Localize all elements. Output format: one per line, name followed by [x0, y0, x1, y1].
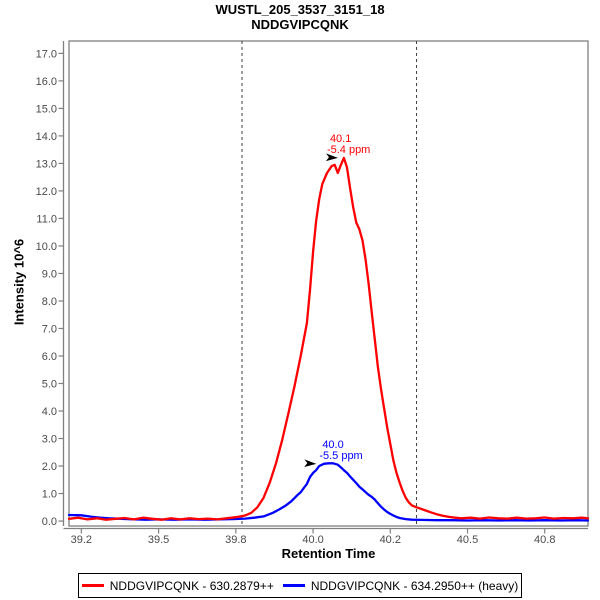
- y-tick-label: 4.0: [42, 406, 57, 418]
- y-tick-label: 17.0: [36, 48, 57, 60]
- x-tick-label: 40.5: [457, 534, 478, 546]
- series-line-heavy: [67, 462, 590, 522]
- y-tick-label: 3.0: [42, 434, 57, 446]
- y-tick-label: 10.0: [36, 241, 57, 253]
- y-tick-label: 12.0: [36, 186, 57, 198]
- legend-swatch-light-icon: [81, 584, 104, 587]
- y-tick-label: 0.0: [42, 516, 57, 528]
- chart-title: WUSTL_205_3537_3151_18 NDDGVIPCQNK: [0, 2, 600, 32]
- y-tick-label: 5.0: [42, 378, 57, 390]
- x-tick-label: 39.8: [225, 534, 246, 546]
- chart-title-line2: NDDGVIPCQNK: [251, 17, 349, 32]
- y-tick-label: 11.0: [36, 213, 57, 225]
- y-tick-label: 1.0: [42, 489, 57, 501]
- legend-box: NDDGVIPCQNK - 630.2879++ NDDGVIPCQNK - 6…: [78, 573, 522, 598]
- peak-ppm-label: -5.4 ppm: [327, 144, 370, 156]
- chart-title-line1: WUSTL_205_3537_3151_18: [215, 2, 385, 17]
- legend-label-heavy: NDDGVIPCQNK - 634.2950++ (heavy): [310, 578, 519, 593]
- x-tick-label: 39.5: [148, 534, 169, 546]
- legend-item-light: NDDGVIPCQNK - 630.2879++: [81, 578, 274, 593]
- series-line-light: [67, 156, 590, 521]
- y-tick-label: 15.0: [36, 103, 57, 115]
- x-tick-label: 40.8: [534, 534, 555, 546]
- y-tick-label: 14.0: [36, 131, 57, 143]
- y-tick-label: 9.0: [42, 268, 57, 280]
- y-tick-label: 7.0: [42, 323, 57, 335]
- plot-border: [68, 40, 589, 527]
- y-tick-label: 2.0: [42, 461, 57, 473]
- x-axis-title: Retention Time: [281, 546, 376, 561]
- peak-arrow-icon: [304, 459, 317, 468]
- peak-arrow-icon: [325, 153, 338, 162]
- peak-rt-label: 40.0: [322, 439, 343, 451]
- x-tick-label: 40.2: [380, 534, 401, 546]
- y-tick-label: 13.0: [36, 158, 57, 170]
- legend-item-heavy: NDDGVIPCQNK - 634.2950++ (heavy): [282, 578, 519, 593]
- peak-rt-label: 40.1: [330, 133, 351, 145]
- y-tick-label: 8.0: [42, 296, 57, 308]
- x-tick-label: 40.0: [302, 534, 323, 546]
- y-tick-label: 6.0: [42, 351, 57, 363]
- legend-swatch-heavy-icon: [282, 584, 305, 587]
- y-tick-label: 16.0: [36, 76, 57, 88]
- peak-ppm-label: -5.5 ppm: [319, 450, 362, 462]
- legend-label-light: NDDGVIPCQNK - 630.2879++: [109, 578, 274, 593]
- x-tick-label: 39.2: [71, 534, 92, 546]
